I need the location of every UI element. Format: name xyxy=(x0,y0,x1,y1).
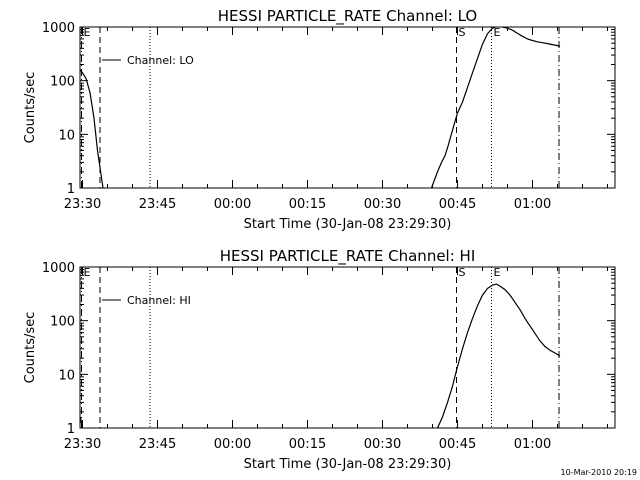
y-tick-label: 10 xyxy=(58,128,75,143)
chart-panel-1: HESSI PARTICLE_RATE Channel: LO Start Tim… xyxy=(23,7,616,232)
footer-timestamp: 10-Mar-2010 20:19 xyxy=(561,468,638,477)
x-tick-label: 00:00 xyxy=(214,437,251,452)
rate-line xyxy=(80,416,84,428)
event-marker-label: S xyxy=(459,26,466,39)
rate-line xyxy=(80,69,104,188)
x-tick-label: 00:30 xyxy=(364,197,401,212)
x-tick-label: 23:45 xyxy=(139,437,176,452)
x-tick-label: 01:00 xyxy=(514,197,551,212)
chart-panel-2: HESSI PARTICLE_RATE Channel: HI Start Tim… xyxy=(23,247,616,472)
y-tick-label: 1000 xyxy=(42,21,75,36)
x-tick-label: 00:45 xyxy=(439,437,476,452)
legend-label: Channel: HI xyxy=(127,294,191,307)
x-axis-label: Start Time (30-Jan-08 23:29:30) xyxy=(244,217,452,232)
event-marker-label: E xyxy=(494,266,501,279)
legend-label: Channel: LO xyxy=(127,54,194,67)
event-marker-label: E xyxy=(84,26,91,39)
y-tick-label: 1000 xyxy=(42,261,75,276)
x-tick-label: 23:30 xyxy=(64,197,101,212)
rate-line xyxy=(436,283,561,428)
y-axis-label: Counts/sec xyxy=(23,72,38,144)
x-axis-label: Start Time (30-Jan-08 23:29:30) xyxy=(244,457,452,472)
y-tick-label: 1 xyxy=(67,182,75,197)
chart-title: HESSI PARTICLE_RATE Channel: LO xyxy=(218,7,477,26)
x-tick-label: 00:00 xyxy=(214,197,251,212)
event-marker-label: E xyxy=(84,266,91,279)
event-marker-label: E xyxy=(494,26,501,39)
plot-frame xyxy=(79,266,616,429)
x-tick-label: 00:30 xyxy=(364,437,401,452)
chart-title: HESSI PARTICLE_RATE Channel: HI xyxy=(220,247,476,266)
y-tick-label: 10 xyxy=(58,368,75,383)
x-tick-label: 00:15 xyxy=(289,197,326,212)
y-axis-label: Counts/sec xyxy=(23,312,38,384)
y-tick-label: 1 xyxy=(67,422,75,437)
x-tick-label: 00:45 xyxy=(439,197,476,212)
plot-frame xyxy=(79,26,616,189)
rate-line xyxy=(430,27,561,188)
event-marker-label: S xyxy=(459,266,466,279)
x-tick-label: 23:45 xyxy=(139,197,176,212)
x-tick-label: 01:00 xyxy=(514,437,551,452)
x-tick-label: 00:15 xyxy=(289,437,326,452)
y-tick-label: 100 xyxy=(50,75,75,90)
y-tick-label: 100 xyxy=(50,315,75,330)
x-tick-label: 23:30 xyxy=(64,437,101,452)
